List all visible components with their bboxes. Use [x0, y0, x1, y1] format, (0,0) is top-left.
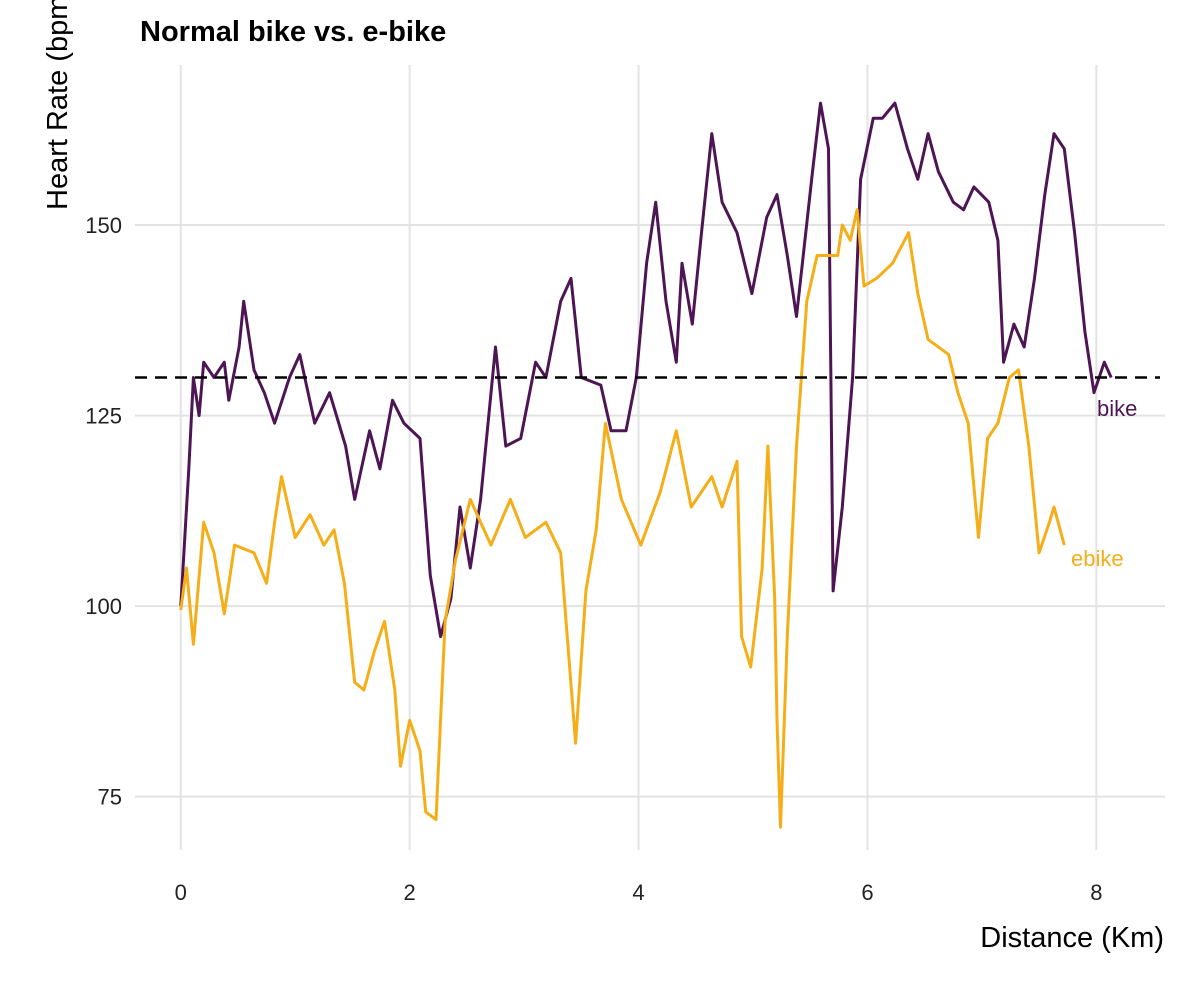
series-label-ebike: ebike — [1071, 546, 1124, 571]
series-labels: bike ebike — [1071, 396, 1137, 571]
x-tick-label: 2 — [404, 880, 416, 905]
x-tick-label: 6 — [861, 880, 873, 905]
tick-labels: 0 2 4 6 8 75 100 125 150 — [85, 213, 1102, 905]
y-tick-label: 75 — [98, 785, 122, 810]
x-tick-label: 0 — [175, 880, 187, 905]
series-lines — [135, 101, 1160, 829]
chart-title: Normal bike vs. e-bike — [140, 16, 447, 48]
series-label-bike: bike — [1097, 396, 1137, 421]
y-tick-label: 100 — [85, 594, 122, 619]
y-tick-label: 150 — [85, 213, 122, 238]
x-axis-label: Distance (Km) — [980, 922, 1164, 954]
x-tick-label: 8 — [1090, 880, 1102, 905]
y-tick-label: 125 — [85, 404, 122, 429]
series-line-ebike — [179, 208, 1066, 829]
series-line-bike — [179, 101, 1113, 639]
x-tick-label: 4 — [632, 880, 644, 905]
grid — [135, 65, 1165, 850]
